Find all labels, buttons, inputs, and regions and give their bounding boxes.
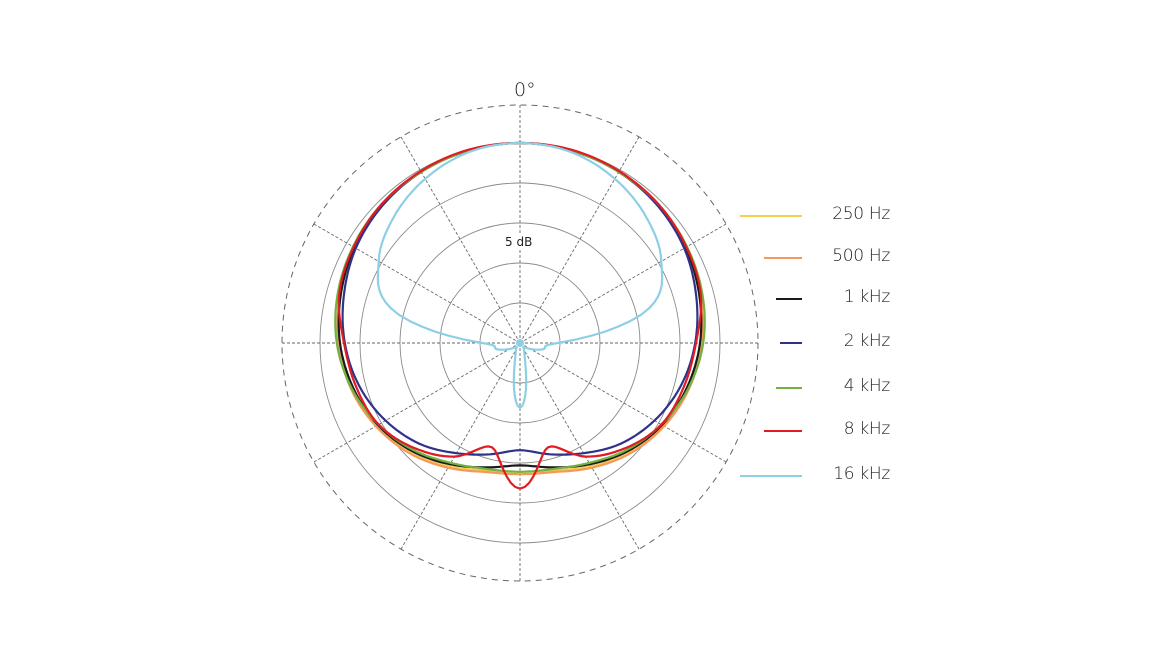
legend-item-16khz: 16 kHz — [740, 464, 890, 488]
polar-curves — [334, 141, 706, 490]
scale-label: 5 dB — [505, 235, 533, 249]
legend-swatch — [780, 342, 802, 344]
legend-label: 8 kHz — [843, 419, 891, 439]
legend-swatch — [776, 298, 802, 300]
legend-label: 16 kHz — [833, 464, 890, 484]
curve-16khz — [376, 141, 664, 409]
legend-label: 500 Hz — [832, 246, 890, 266]
legend-swatch — [740, 215, 802, 217]
center-marker — [516, 339, 524, 347]
legend-item-2khz: 2 kHz — [740, 331, 890, 355]
angle-label-0: 0° — [514, 79, 536, 101]
curve-2khz — [341, 141, 699, 456]
legend-label: 2 kHz — [843, 331, 891, 351]
legend-item-250hz: 250 Hz — [740, 204, 890, 228]
legend-swatch — [776, 387, 802, 389]
legend-swatch — [764, 257, 802, 259]
legend-swatch — [740, 475, 802, 477]
legend-item-4khz: 4 kHz — [740, 376, 890, 400]
legend-label: 250 Hz — [832, 204, 890, 224]
curve-8khz — [337, 141, 703, 490]
legend-item-500hz: 500 Hz — [740, 246, 890, 270]
legend-swatch — [764, 430, 802, 432]
legend-label: 1 kHz — [843, 287, 891, 307]
legend-item-1khz: 1 kHz — [740, 287, 890, 311]
legend-label: 4 kHz — [843, 376, 891, 396]
legend-item-8khz: 8 kHz — [740, 419, 890, 443]
